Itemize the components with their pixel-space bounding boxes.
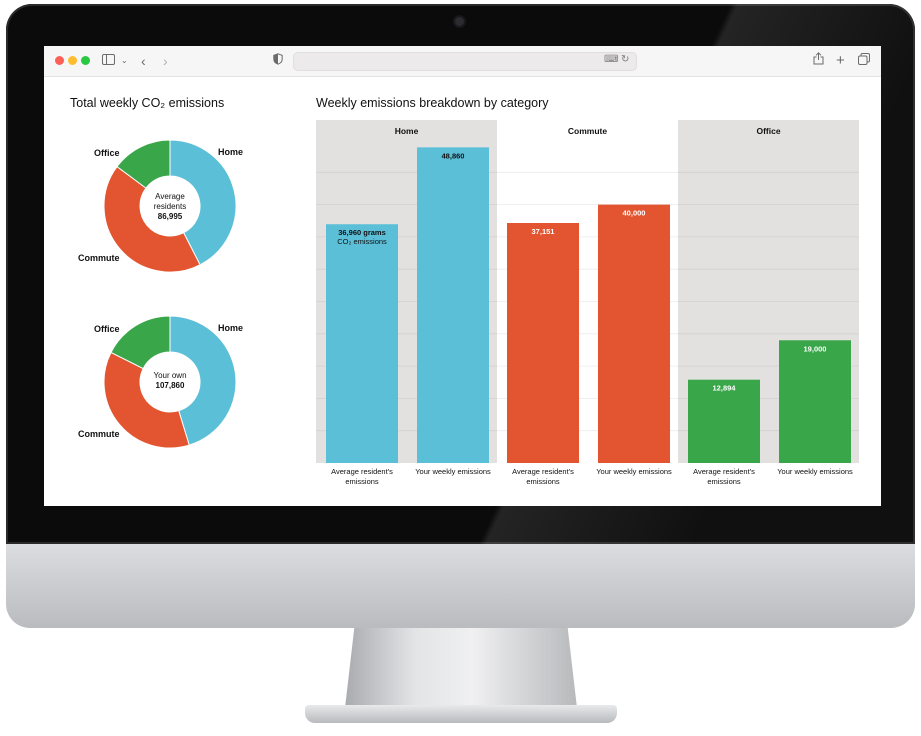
bar-home-average — [326, 224, 398, 463]
tab-overview-icon[interactable] — [858, 52, 870, 70]
chevron-down-icon[interactable]: ⌄ — [121, 56, 128, 65]
camera-icon — [455, 17, 464, 26]
x-axis-label: Average resident's emissions — [512, 467, 574, 486]
x-axis-label: Average resident's emissions — [693, 467, 755, 486]
x-axis-label: Your weekly emissions — [415, 467, 491, 476]
sidebar-icon[interactable] — [102, 52, 115, 70]
donut-label-commute: Commute — [78, 253, 120, 263]
minimize-window-button[interactable] — [68, 56, 77, 65]
donut-center-value: 86,995 — [157, 212, 183, 221]
browser-toolbar: ⌄ ‹ › ⌨ ↻ + — [44, 46, 881, 77]
bar-home-yours — [417, 147, 489, 464]
forward-button[interactable]: › — [163, 53, 168, 69]
group-header-office: Office — [756, 126, 780, 136]
group-header-home: Home — [395, 126, 419, 136]
share-icon[interactable] — [813, 52, 824, 70]
bar-panel-title: Weekly emissions breakdown by category — [316, 96, 549, 110]
donut-label-office: Office — [94, 148, 120, 158]
bar-value-label: 40,000 — [623, 209, 646, 218]
donut-center-average: Average residents 86,995 — [140, 192, 200, 222]
bar-value-label: 37,151 — [532, 227, 555, 236]
donut-label-home: Home — [218, 323, 244, 333]
donut-label-home: Home — [218, 147, 244, 157]
group-header-commute: Commute — [568, 126, 607, 136]
bar-commute-yours — [598, 204, 670, 463]
donut-center-your-own: Your own 107,860 — [140, 371, 200, 391]
donut-center-label: Your own — [153, 371, 187, 380]
bar-office-average — [688, 379, 760, 463]
monitor-stand-neck — [345, 628, 577, 708]
average-residents-donut — [103, 139, 237, 273]
close-window-button[interactable] — [55, 56, 64, 65]
donut-slice-office — [116, 139, 171, 189]
translate-icon[interactable]: ⌨ — [604, 54, 619, 65]
donut-center-label: Average residents — [153, 192, 187, 211]
reload-icon[interactable]: ↻ — [621, 54, 630, 65]
back-button[interactable]: ‹ — [141, 53, 146, 69]
x-axis-label: Your weekly emissions — [596, 467, 672, 476]
bar-value-label: 12,894 — [713, 384, 737, 393]
monitor-chin — [6, 544, 915, 628]
new-tab-button[interactable]: + — [836, 52, 845, 69]
donut-center-value: 107,860 — [155, 381, 185, 390]
donut-label-commute: Commute — [78, 429, 120, 439]
donut-slice-commute — [103, 351, 190, 449]
x-axis-label: Your weekly emissions — [777, 467, 853, 476]
donut-slice-office — [110, 315, 171, 370]
donut-slice-commute — [103, 165, 201, 273]
bar-value-label: 36,960 grams — [338, 228, 386, 237]
bar-value-label: 19,000 — [804, 344, 827, 353]
donut-panel-title: Total weekly CO₂ emissions — [70, 96, 225, 110]
donut-slice-home — [169, 315, 237, 446]
x-axis-label: Average resident's emissions — [331, 467, 393, 486]
privacy-shield-icon[interactable] — [273, 52, 283, 70]
zoom-window-button[interactable] — [81, 56, 90, 65]
bar-value-label: CO₂ emissions — [337, 237, 387, 246]
address-bar[interactable]: ⌨ ↻ — [293, 52, 637, 71]
bar-commute-average — [507, 223, 579, 463]
bar-office-yours — [779, 340, 851, 463]
your-own-donut — [103, 315, 237, 449]
donut-label-office: Office — [94, 324, 120, 334]
donut-slice-home — [169, 139, 237, 266]
monitor-stand-foot — [305, 705, 617, 723]
browser-window: ⌄ ‹ › ⌨ ↻ + Total weekly CO₂ emissions A… — [44, 46, 881, 506]
bar-value-label: 48,860 — [442, 151, 465, 160]
